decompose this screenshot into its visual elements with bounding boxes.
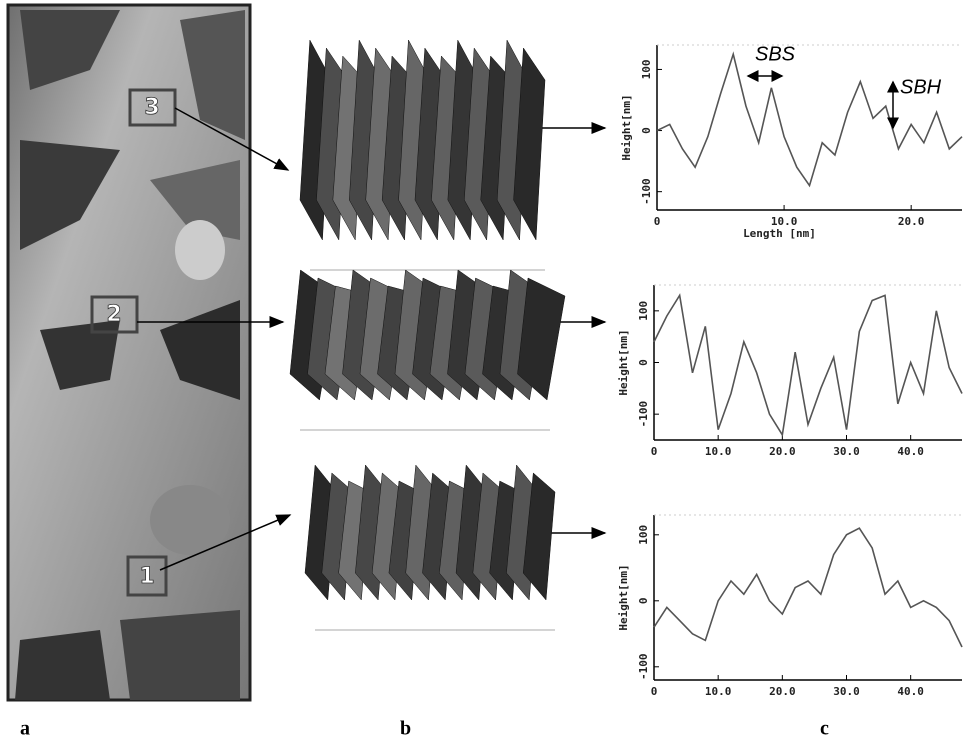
x-tick-label: 0 [651,445,658,458]
y-tick-label: 0 [637,597,650,604]
x-axis-label: Length [nm] [743,227,816,240]
panel-label: b [400,718,411,740]
region-label: 3 [144,95,159,120]
x-tick-label: 20.0 [769,445,796,458]
x-tick-label: 20.0 [769,685,796,698]
region-label: 1 [139,564,154,589]
y-tick-label: -100 [637,654,650,681]
y-tick-label: 100 [637,301,650,321]
panel-label: c [820,718,829,740]
x-tick-label: 20.0 [898,215,925,228]
annotation: SBS [755,43,796,65]
y-tick-label: -100 [640,178,653,205]
x-tick-label: 30.0 [833,445,860,458]
afm-3d-plots [290,40,565,630]
y-tick-label: 0 [637,359,650,366]
panel-label: a [20,718,30,740]
x-tick-label: 30.0 [833,685,860,698]
x-tick-label: 40.0 [897,445,924,458]
x-tick-label: 10.0 [705,445,732,458]
annotation: SBH [900,76,942,98]
profile-line [657,54,962,185]
region-label: 2 [106,302,121,327]
y-axis-label: Height[nm] [617,564,630,630]
y-tick-label: 0 [640,127,653,134]
x-tick-label: 10.0 [705,685,732,698]
figure: 3 2 1 a b c -1000100010.020.0Height[nm]L… [0,0,965,743]
x-tick-label: 0 [651,685,658,698]
y-axis-label: Height[nm] [620,94,633,160]
micrograph: 3 2 1 [8,5,250,700]
y-tick-label: 100 [640,60,653,80]
y-tick-label: 100 [637,525,650,545]
y-tick-label: -100 [637,401,650,428]
profile-line [654,528,962,647]
x-tick-label: 0 [654,215,661,228]
profile-line [654,295,962,435]
x-tick-label: 40.0 [897,685,924,698]
y-axis-label: Height[nm] [617,329,630,395]
